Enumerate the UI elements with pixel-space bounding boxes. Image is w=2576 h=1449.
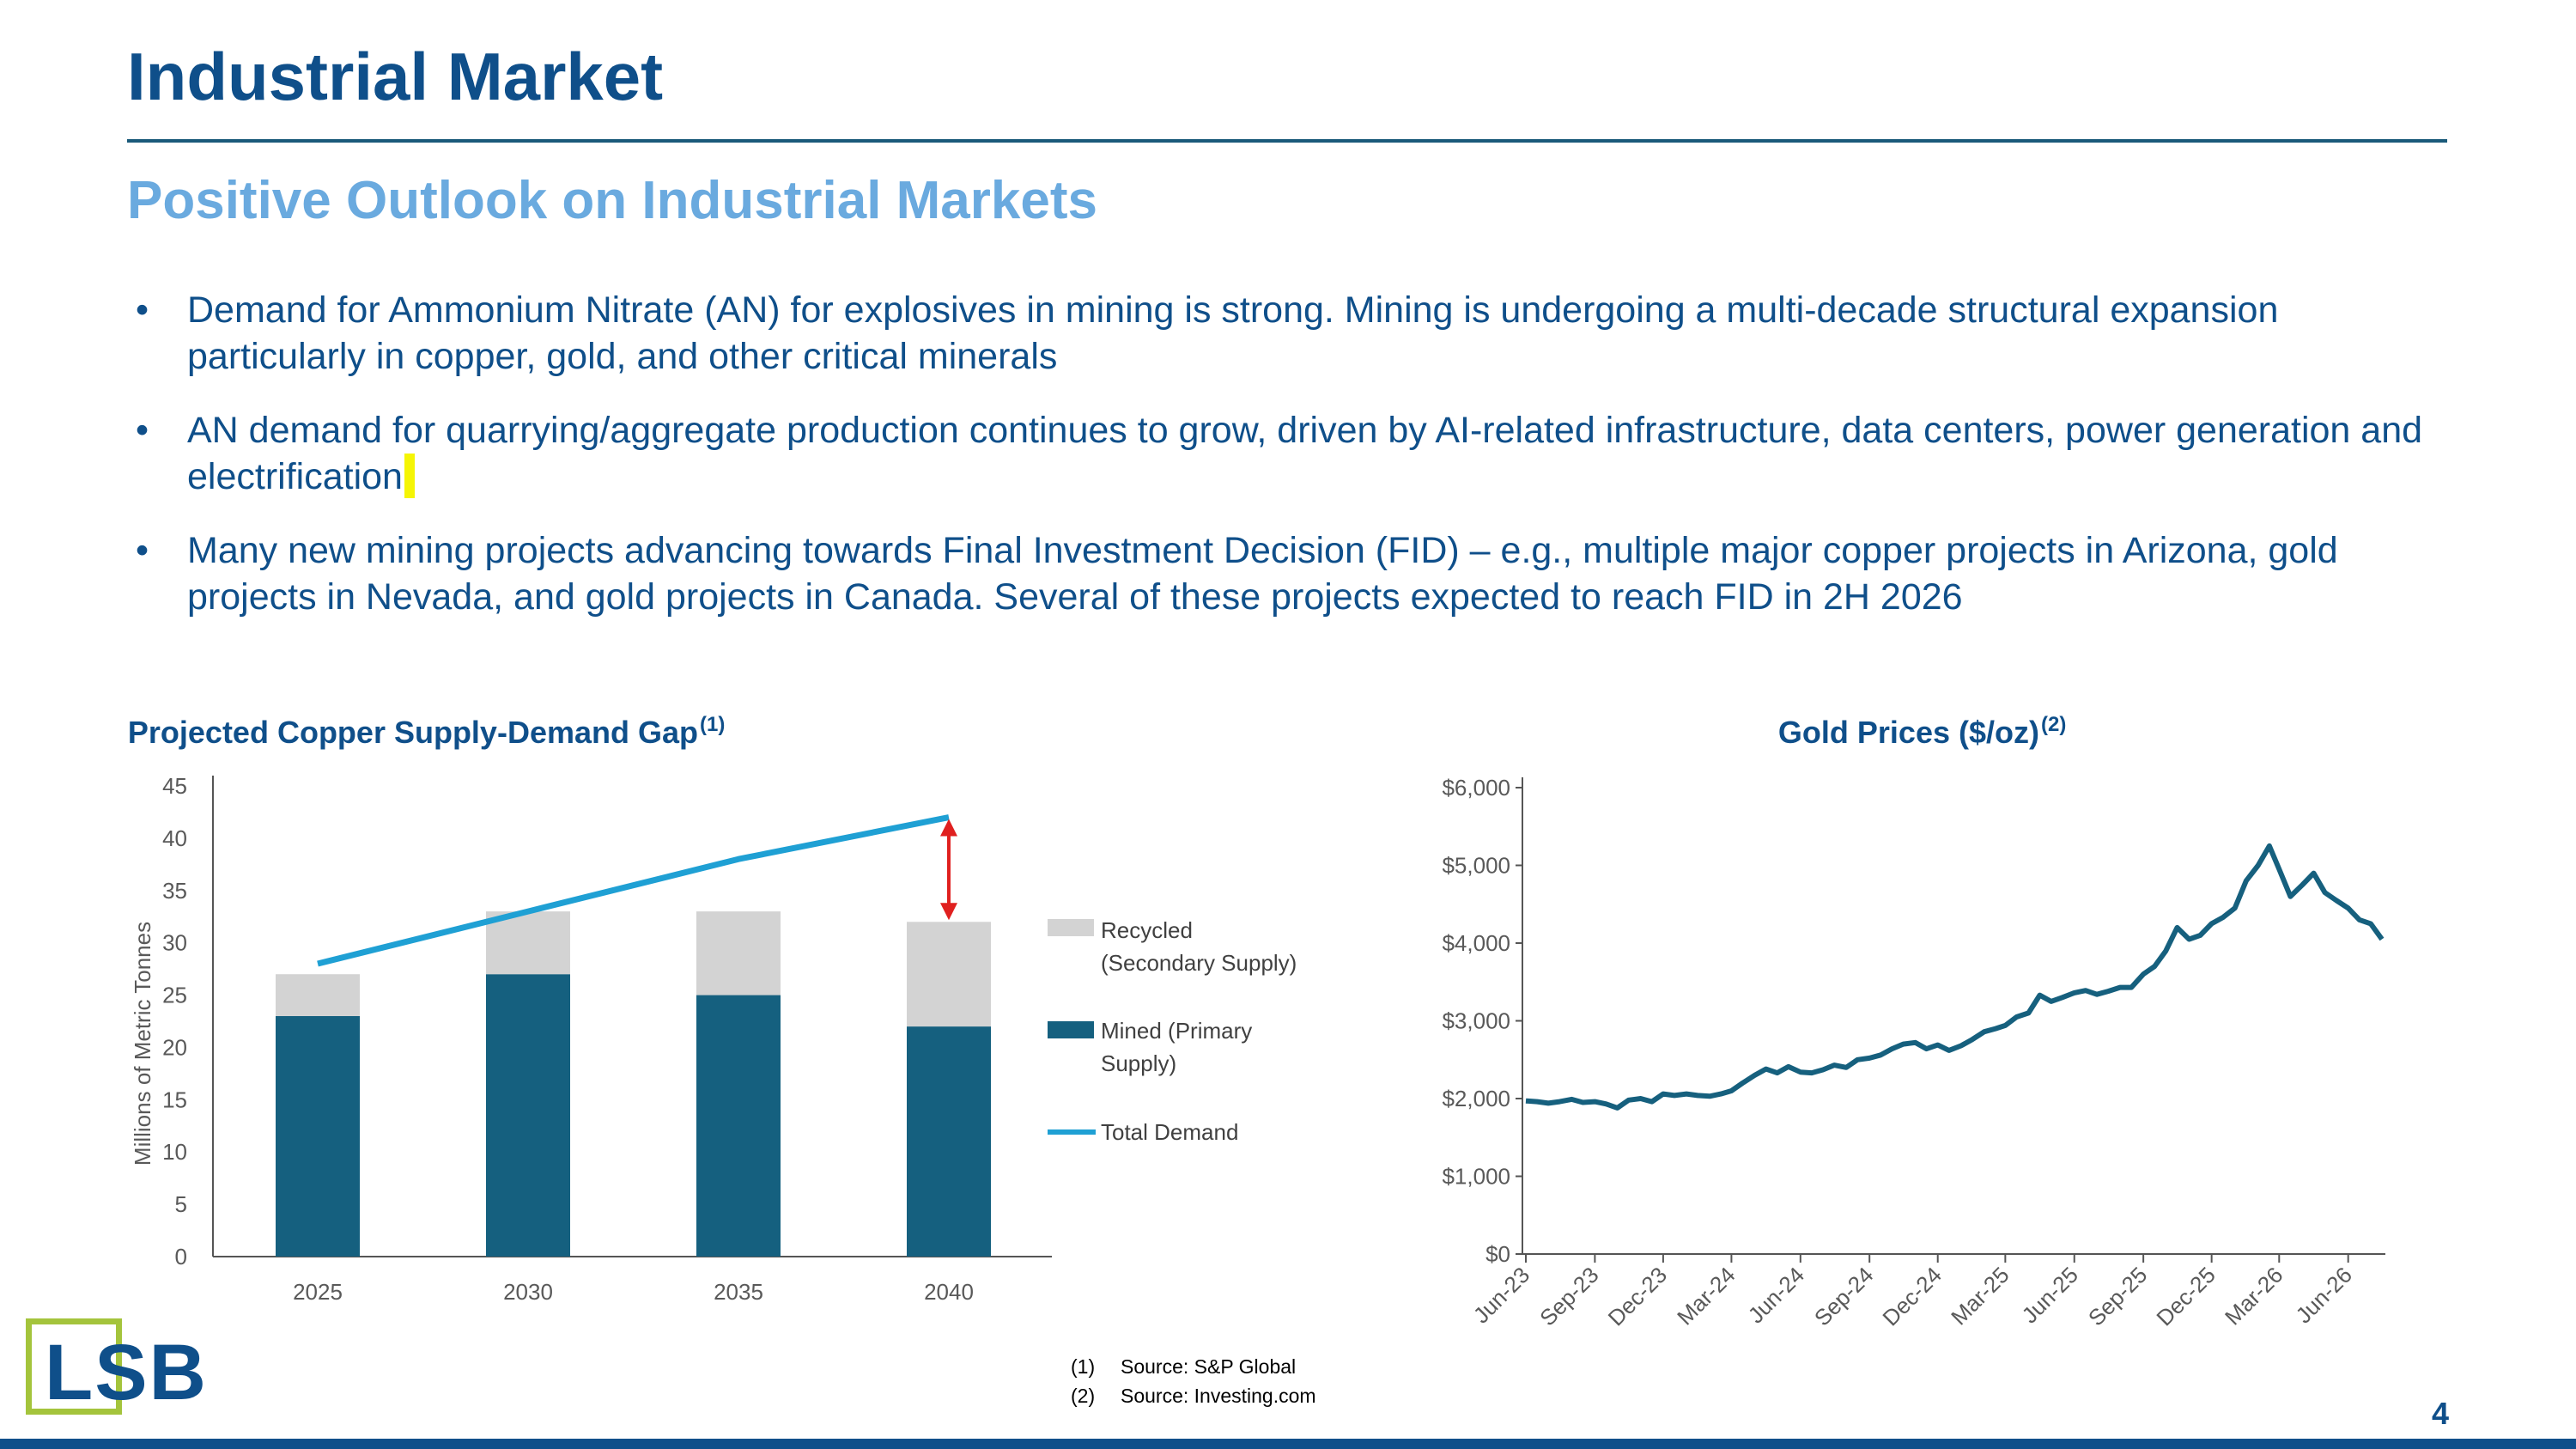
bar-mined-2040 — [907, 1026, 991, 1257]
bar-recycled-2025 — [276, 974, 360, 1016]
bullet-item-mining-projects: • Many new mining projects advancing tow… — [136, 527, 2454, 620]
source-note: (2) Source: Investing.com — [1071, 1385, 1316, 1407]
gold-y-tick-label: $2,000 — [1442, 1086, 1510, 1111]
copper-chart-title: Projected Copper Supply-Demand Gap — [128, 715, 698, 750]
page-subtitle: Positive Outlook on Industrial Markets — [127, 171, 1097, 230]
legend-recycled-swatch — [1048, 919, 1094, 936]
bar-mined-2030 — [486, 974, 570, 1257]
copper-y-tick-label: 45 — [162, 773, 187, 799]
bullet-list: • Demand for Ammonium Nitrate (AN) for e… — [136, 287, 2454, 648]
gold-x-tick-label: Dec-25 — [2151, 1262, 2220, 1330]
text-cursor-highlight — [404, 454, 415, 498]
legend-recycled-label: Recycled (Secondary Supply) — [1101, 917, 1297, 976]
copper-y-tick-label: 0 — [175, 1244, 187, 1269]
gold-x-tick-label: Mar-25 — [1946, 1262, 2014, 1330]
gold-prices-chart: Gold Prices ($/oz) (2) $0 $1,000 $2,000 $3,… — [1442, 713, 2385, 1331]
legend-mined-label: Mined (Primary Supply) — [1101, 1018, 1252, 1076]
gold-x-tick-label: Jun-24 — [1743, 1262, 1809, 1328]
footer-bar — [0, 1439, 2576, 1449]
gold-x-tick-label: Jun-25 — [2017, 1262, 2083, 1328]
bullet-text: AN demand for quarrying/aggregate produc… — [187, 410, 2423, 497]
copper-x-tick-label: 2040 — [924, 1279, 974, 1305]
copper-y-tick-label: 5 — [175, 1191, 187, 1217]
bar-mined-2025 — [276, 1015, 360, 1257]
bullet-icon: • — [136, 530, 149, 571]
bullet-text: Demand for Ammonium Nitrate (AN) for exp… — [187, 289, 2279, 377]
copper-chart-footnote: (1) — [700, 713, 725, 736]
bar-recycled-2040 — [907, 922, 991, 1027]
page-title: Industrial Market — [127, 39, 664, 114]
gap-arrow-head — [940, 819, 957, 837]
logo-border — [26, 1318, 122, 1415]
bar-recycled-2035 — [696, 911, 781, 995]
gold-x-tick-label: Mar-24 — [1672, 1262, 1740, 1330]
gold-chart-title: Gold Prices ($/oz) — [1778, 715, 2039, 750]
page-number: 4 — [2431, 1396, 2449, 1431]
gold-price-line — [1525, 843, 2385, 1111]
copper-x-tick-label: 2035 — [714, 1279, 763, 1305]
legend-demand-label: Total Demand — [1101, 1119, 1238, 1145]
gap-arrow-head — [940, 903, 957, 921]
copper-y-tick-label: 35 — [162, 878, 187, 904]
copper-y-tick-label: 40 — [162, 825, 187, 851]
source-note: (1) Source: S&P Global — [1071, 1355, 1297, 1378]
gold-x-tick-label: Jun-23 — [1468, 1262, 1534, 1328]
gold-y-tick-label: $0 — [1485, 1241, 1510, 1267]
legend-mined-swatch — [1048, 1021, 1094, 1038]
lsb-logo: LSB — [45, 1329, 208, 1416]
gold-x-tick-label: Sep-25 — [2083, 1262, 2152, 1330]
copper-y-tick-label: 25 — [162, 983, 187, 1008]
bullet-icon: • — [136, 410, 149, 451]
title-divider — [127, 139, 2447, 143]
copper-y-tick-label: 20 — [162, 1034, 187, 1060]
bullet-item-quarrying-demand: • AN demand for quarrying/aggregate prod… — [136, 407, 2454, 500]
gold-y-tick-label: $3,000 — [1442, 1008, 1510, 1034]
gold-x-tick-label: Dec-23 — [1603, 1262, 1672, 1330]
gold-y-tick-label: $1,000 — [1442, 1164, 1510, 1190]
gold-x-tick-label: Dec-24 — [1877, 1262, 1946, 1330]
copper-y-tick-label: 15 — [162, 1087, 187, 1112]
source-notes: (1) Source: S&P Global (2) Source: Investi… — [1071, 1352, 1316, 1410]
gold-x-tick-label: Mar-26 — [2220, 1262, 2287, 1330]
bullet-text: Many new mining projects advancing towar… — [187, 530, 2338, 618]
gold-y-tick-label: $6,000 — [1442, 775, 1510, 801]
copper-supply-demand-chart: Projected Copper Supply-Demand Gap (1) M… — [128, 713, 1297, 1305]
total-demand-line — [317, 814, 950, 967]
copper-y-axis-label: Millions of Metric Tonnes — [130, 922, 155, 1166]
bullet-icon: • — [136, 289, 149, 331]
copper-y-tick-label: 30 — [162, 930, 187, 956]
gold-y-tick-label: $5,000 — [1442, 853, 1510, 879]
bullet-item-mining-demand: • Demand for Ammonium Nitrate (AN) for e… — [136, 287, 2454, 380]
copper-x-tick-label: 2025 — [293, 1279, 343, 1305]
gold-x-tick-label: Sep-24 — [1809, 1262, 1878, 1330]
copper-x-tick-label: 2030 — [503, 1279, 553, 1305]
gold-x-tick-label: Sep-23 — [1534, 1262, 1603, 1330]
gold-y-tick-label: $4,000 — [1442, 930, 1510, 956]
gold-chart-footnote: (2) — [2041, 713, 2066, 736]
bar-recycled-2030 — [486, 911, 570, 975]
copper-y-tick-label: 10 — [162, 1139, 187, 1165]
gold-x-tick-label: Jun-26 — [2290, 1262, 2356, 1328]
bar-mined-2035 — [696, 995, 781, 1257]
